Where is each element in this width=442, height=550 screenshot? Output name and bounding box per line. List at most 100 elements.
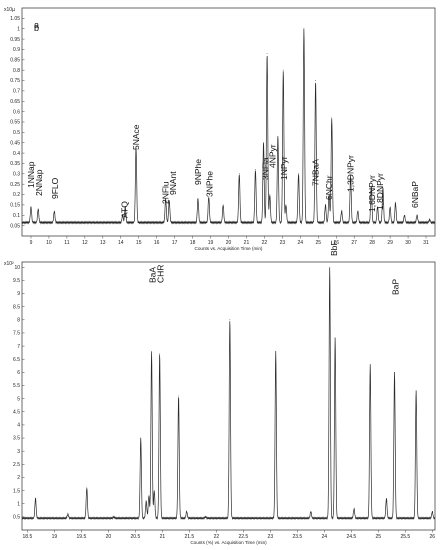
x-tick-label: 18.5	[23, 534, 33, 540]
peak-apex	[353, 508, 355, 510]
y-tick-label: 9	[17, 291, 20, 297]
peak-apex	[67, 513, 69, 515]
x-tick-label: 22	[262, 240, 268, 246]
y-tick-label: 3.5	[13, 436, 20, 442]
peak-apex	[35, 498, 36, 499]
y-tick-label: 0.75	[10, 78, 20, 84]
peak-apex	[329, 266, 331, 268]
x-tick-label: 27	[351, 240, 357, 246]
peak-label: BaP	[391, 279, 401, 295]
peak-label: BaA	[148, 267, 158, 283]
y-tick-label: 0.25	[10, 182, 20, 188]
peak-apex	[122, 214, 123, 216]
peak-apex	[30, 206, 32, 208]
peak-apex	[386, 498, 387, 499]
peak-label: 5NAce	[131, 124, 141, 150]
x-tick-label: 23	[280, 240, 286, 246]
y-tick-label: 1.05	[10, 16, 20, 22]
x-tick-label: 19	[208, 240, 214, 246]
x-tick-label: 10	[46, 240, 52, 246]
peak-apex	[429, 219, 431, 220]
x-tick-label: 23	[268, 534, 274, 540]
x-tick-label: 29	[387, 240, 393, 246]
peak-apex	[357, 210, 359, 212]
peak-apex	[86, 487, 88, 489]
peak-apex	[382, 187, 384, 189]
x-tick-label: 23.5	[292, 534, 302, 540]
x-tick-label: 15	[136, 240, 142, 246]
y-tick-label: 0.8	[13, 68, 20, 74]
chromatogram-trace	[21, 267, 436, 521]
y-exponent-label: x10µ	[4, 7, 15, 13]
peak-apex	[325, 204, 326, 206]
peak-apex	[394, 371, 395, 373]
x-tick-label: 21	[160, 534, 166, 540]
peak-apex	[350, 175, 352, 177]
y-tick-label: 0.5	[13, 130, 20, 136]
x-tick-label: 22	[214, 534, 220, 540]
peak-apex	[370, 185, 372, 187]
peak-apex	[222, 204, 224, 206]
x-axis-title: Counts (%) vs. Acquisition Time (min)	[190, 540, 267, 545]
y-tick-label: 2	[17, 475, 20, 481]
y-tick-label: 4.5	[13, 409, 20, 415]
peak-label: BbF	[329, 240, 339, 256]
y-tick-label: 0.65	[10, 99, 20, 105]
peak-apex	[298, 173, 299, 175]
y-tick-label: 0.95	[10, 37, 20, 43]
peak-apex	[334, 337, 336, 339]
peak-apex	[205, 516, 206, 518]
peak-apex	[377, 206, 378, 208]
peak-label: 6NBaP	[410, 181, 420, 208]
x-tick-label: 20	[106, 534, 112, 540]
peak-apex	[341, 210, 343, 212]
peak-apex	[282, 69, 284, 71]
peak-apex	[229, 319, 231, 321]
y-tick-label: 0.85	[10, 58, 20, 64]
x-tick-label: 12	[82, 240, 88, 246]
y-tick-label: 0.3	[13, 172, 20, 178]
y-tick-label: 0.2	[13, 192, 20, 198]
peak-label: 1NPyr	[279, 156, 289, 180]
y-tick-label: 4	[17, 423, 20, 429]
x-tick-label: 13	[100, 240, 106, 246]
peak-label: 3NFla	[260, 157, 270, 180]
peak-apex	[263, 142, 264, 144]
chromatogram-trace	[21, 28, 436, 225]
peak-apex	[168, 200, 170, 202]
peak-apex	[328, 194, 330, 195]
x-tick-label: 18	[190, 240, 196, 246]
y-tick-label: 1.5	[13, 488, 20, 494]
peak-apex	[113, 516, 115, 518]
peak-apex	[148, 495, 150, 497]
y-tick-label: 0.7	[13, 89, 20, 95]
peak-label: 6NChr	[324, 175, 334, 200]
x-tick-label: 24	[322, 534, 328, 540]
peak-label: 1NNap	[26, 161, 36, 188]
y-tick-label: 10	[14, 265, 20, 271]
x-tick-label: 31	[423, 240, 429, 246]
y-tick-label: 2.5	[13, 462, 20, 468]
x-tick-label: 20.5	[131, 534, 141, 540]
x-tick-label: 25.5	[400, 534, 410, 540]
peak-apex	[285, 204, 287, 206]
y-tick-label: 6	[17, 370, 20, 376]
x-tick-label: 22.5	[238, 534, 248, 540]
peak-label: 7NBaA	[311, 159, 321, 186]
peak-apex	[369, 364, 371, 365]
peak-apex	[145, 500, 147, 502]
x-tick-label: 9	[30, 240, 33, 246]
peak-apex	[395, 202, 396, 204]
y-tick-label: 0.45	[10, 140, 20, 146]
y-exponent-label: x10²	[4, 261, 14, 267]
peak-apex	[431, 511, 433, 513]
peak-apex	[197, 198, 199, 200]
peak-apex	[303, 28, 305, 30]
x-tick-label: 21	[244, 240, 250, 246]
x-tick-label: 19.5	[77, 534, 87, 540]
panel-label: a	[34, 20, 39, 30]
y-tick-label: 0.9	[13, 47, 20, 53]
x-tick-label: 25	[316, 240, 322, 246]
y-tick-label: 7	[17, 344, 20, 350]
